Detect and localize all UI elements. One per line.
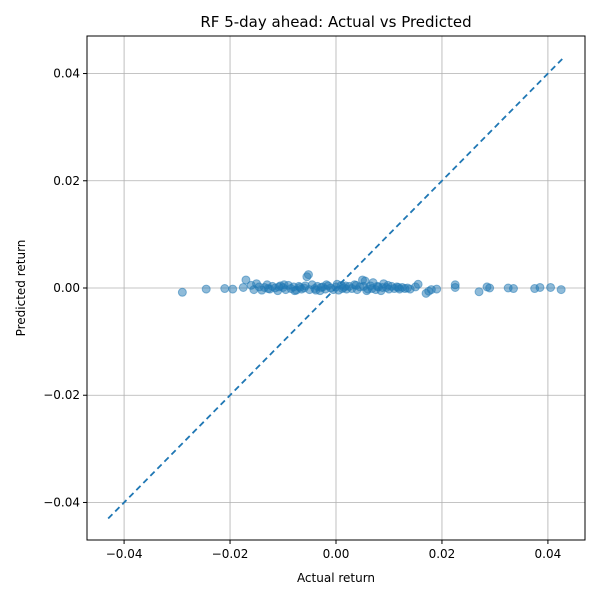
data-point (359, 281, 369, 291)
data-point (316, 282, 326, 292)
data-point (432, 284, 442, 294)
x-tick-label: 0.02 (429, 547, 456, 561)
data-point (303, 270, 313, 280)
y-tick-label: 0.04 (53, 67, 80, 81)
data-point (337, 284, 347, 294)
data-point (263, 284, 273, 294)
data-point (367, 284, 377, 294)
x-tick-label: −0.04 (106, 547, 143, 561)
reference-line (107, 56, 565, 520)
data-point (508, 284, 518, 294)
y-tick-label: −0.04 (43, 495, 80, 509)
data-point (556, 285, 566, 295)
data-point (177, 287, 187, 297)
data-point (201, 284, 211, 294)
data-point (238, 282, 248, 292)
data-point (228, 284, 238, 294)
reference-line-layer (107, 56, 565, 520)
data-points (177, 270, 566, 298)
data-point (351, 280, 361, 290)
data-point (535, 282, 545, 292)
y-tick-label: 0.00 (53, 281, 80, 295)
data-point (485, 283, 495, 293)
data-point (274, 282, 284, 292)
data-point (241, 275, 251, 285)
data-point (394, 282, 404, 292)
x-axis-label: Actual return (297, 571, 375, 585)
y-tick-label: −0.02 (43, 388, 80, 402)
y-tick-label: 0.02 (53, 174, 80, 188)
data-point (474, 287, 484, 297)
data-point (378, 282, 388, 292)
chart-title: RF 5-day ahead: Actual vs Predicted (200, 13, 471, 31)
x-tick-label: −0.02 (212, 547, 249, 561)
x-tick-label: 0.04 (535, 547, 562, 561)
data-point (220, 284, 230, 294)
x-axis-ticks: −0.04 −0.02 0.00 0.02 0.04 (106, 540, 562, 561)
y-axis-ticks: −0.04 −0.02 0.00 0.02 0.04 (43, 67, 87, 509)
data-point (450, 282, 460, 292)
data-point (295, 282, 305, 292)
x-tick-label: 0.00 (323, 547, 350, 561)
y-axis-label: Predicted return (14, 240, 28, 337)
data-point (413, 279, 423, 289)
data-point (546, 282, 556, 292)
